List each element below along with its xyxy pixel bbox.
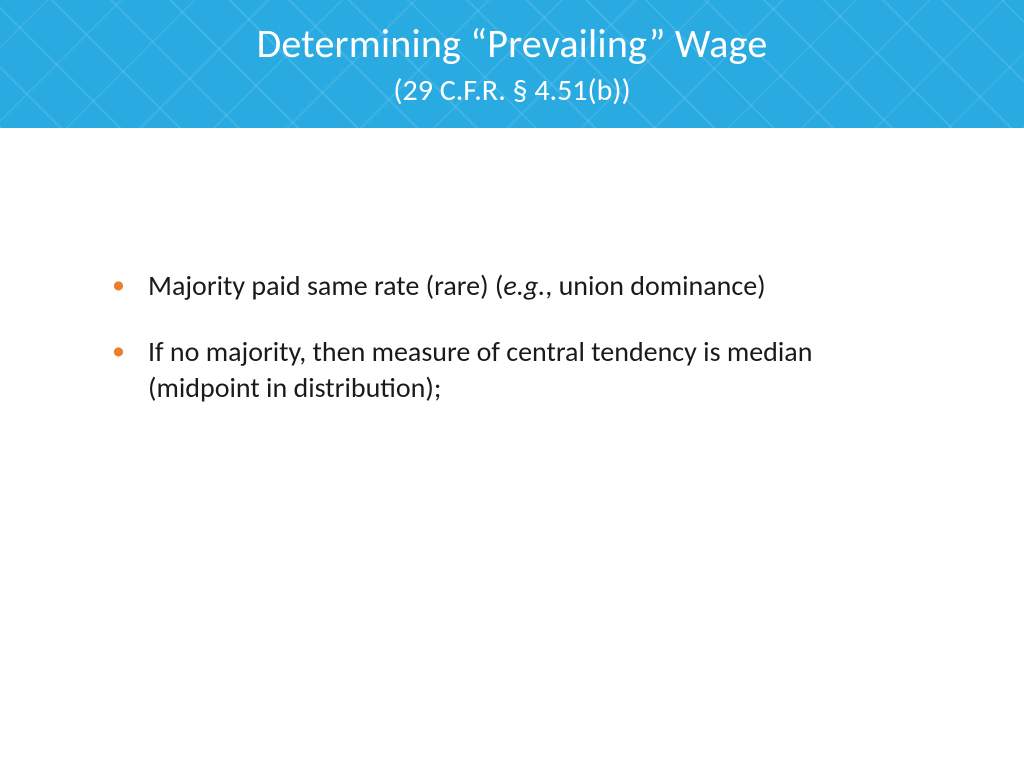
slide-body: Majority paid same rate (rare) (e.g., un… (0, 128, 1024, 405)
slide: Determining “Prevailing” Wage (29 C.F.R.… (0, 0, 1024, 768)
bullet-text-pre: If no majority, then measure of central … (148, 334, 812, 405)
slide-subtitle: (29 C.F.R. § 4.51(b)) (393, 72, 630, 109)
slide-header: Determining “Prevailing” Wage (29 C.F.R.… (0, 0, 1024, 128)
bullet-list: Majority paid same rate (rare) (e.g., un… (110, 268, 944, 405)
bullet-text-pre: Majority paid same rate (rare) ( (148, 268, 503, 303)
bullet-text-italic: e.g. (503, 268, 545, 303)
slide-title: Determining “Prevailing” Wage (257, 19, 768, 68)
list-item: Majority paid same rate (rare) (e.g., un… (110, 268, 870, 304)
list-item: If no majority, then measure of central … (110, 334, 870, 406)
bullet-text-post: , union dominance) (545, 268, 765, 303)
